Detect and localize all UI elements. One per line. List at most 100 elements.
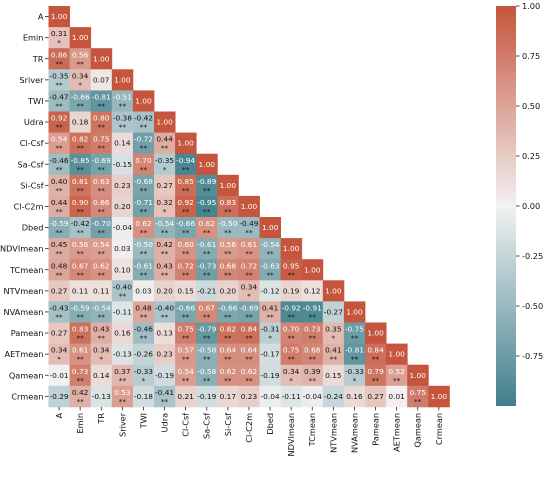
heatmap-cell: [69, 322, 92, 344]
cell-value-label: -0.95: [197, 198, 216, 207]
cell-value-label: 1.00: [241, 202, 258, 211]
cell-value-label: 0.82: [72, 135, 88, 144]
cell-value-label: -0.61: [134, 261, 153, 270]
significance-marker: **: [182, 186, 190, 195]
cell-value-label: -0.35: [155, 156, 174, 165]
significance-marker: **: [182, 334, 190, 343]
heatmap-cell: [48, 174, 70, 197]
heatmap-cell: [48, 364, 70, 387]
heatmap-cell: [69, 301, 92, 323]
colorbar-tick-label: -0.50: [522, 301, 543, 311]
significance-marker: **: [140, 334, 148, 343]
heatmap-cell: [48, 27, 70, 49]
heatmap-cell: [48, 48, 70, 70]
heatmap-cell: [175, 259, 197, 281]
significance-marker: **: [76, 397, 84, 406]
heatmap-cell: [175, 280, 197, 302]
cell-value-label: 0.70: [135, 156, 152, 165]
heatmap-cell: [343, 322, 366, 344]
cell-value-label: 0.34: [93, 346, 110, 355]
cell-value-label: -0.66: [218, 303, 237, 312]
significance-marker: **: [245, 355, 253, 364]
cell-value-label: 0.34: [72, 71, 89, 80]
significance-marker: **: [224, 270, 232, 279]
heatmap-cell: [238, 259, 260, 281]
cell-value-label: 0.27: [51, 286, 68, 295]
cell-value-label: 1.00: [283, 244, 300, 253]
colorbar-tick-label: 0.25: [522, 151, 540, 161]
cell-value-label: 0.20: [220, 286, 237, 295]
cell-value-label: -0.42: [71, 219, 90, 228]
cell-value-label: 0.63: [93, 177, 110, 186]
x-tick-label: Sa-Csf: [202, 412, 212, 439]
cell-value-label: -0.27: [324, 307, 343, 316]
heatmap-cell: [48, 195, 70, 218]
significance-marker: **: [203, 376, 211, 385]
cell-value-label: 0.18: [72, 118, 89, 127]
significance-marker: **: [245, 270, 253, 279]
cell-value-label: 0.41: [325, 346, 342, 355]
cell-value-label: -0.42: [134, 114, 153, 123]
significance-marker: **: [287, 270, 295, 279]
cell-value-label: -0.04: [303, 392, 322, 401]
cell-value-label: 0.75: [283, 346, 300, 355]
significance-marker: **: [98, 102, 106, 111]
cell-value-label: 0.56: [72, 50, 89, 59]
heatmap-cell: [175, 343, 197, 366]
significance-marker: **: [55, 144, 63, 153]
cell-value-label: 0.21: [177, 392, 194, 401]
x-tick-label: TWI: [138, 413, 148, 430]
cell-value-label: 0.43: [93, 325, 110, 334]
cell-value-label: 0.13: [156, 329, 173, 338]
cell-value-label: 1.00: [262, 223, 279, 232]
cell-value-label: 0.03: [135, 286, 152, 295]
cell-value-label: 0.68: [304, 346, 321, 355]
heatmap-cell: [90, 217, 113, 239]
significance-marker: **: [161, 397, 169, 406]
heatmap-cell: [90, 280, 113, 302]
heatmap-cell: [90, 343, 113, 366]
heatmap-cell: [132, 174, 155, 197]
y-tick-label: Sriver: [19, 75, 44, 85]
heatmap-cell: [301, 364, 324, 387]
heatmap-cell: [322, 343, 345, 366]
heatmap-cell: [132, 195, 155, 218]
heatmap-cell: [90, 132, 113, 155]
y-tick-label: TCmean: [9, 265, 43, 275]
cell-value-label: 0.56: [72, 240, 89, 249]
heatmap-cell: [48, 322, 70, 344]
heatmap-cell: [69, 195, 92, 218]
cell-value-label: -0.01: [49, 371, 68, 380]
heatmap-cell: [69, 27, 92, 49]
cell-value-label: 0.56: [220, 240, 237, 249]
significance-marker: **: [203, 270, 211, 279]
heatmap-cell: [69, 364, 92, 387]
cell-value-label: 0.62: [199, 219, 215, 228]
cell-value-label: 0.07: [93, 75, 110, 84]
heatmap-cell: [196, 301, 218, 323]
significance-marker: **: [55, 207, 63, 216]
significance-marker: **: [182, 270, 190, 279]
heatmap-cell: [69, 385, 92, 408]
significance-marker: **: [140, 228, 148, 237]
cell-value-label: 0.67: [199, 303, 216, 312]
cell-value-label: 0.75: [410, 388, 427, 397]
heatmap-cell: [132, 153, 155, 176]
cell-value-label: 0.31: [51, 29, 68, 38]
heatmap-cell: [48, 69, 70, 91]
x-tick-label: Crmean: [434, 413, 444, 445]
heatmap-cell: [238, 343, 260, 366]
heatmap-cell: [69, 90, 92, 112]
cell-value-label: 0.83: [220, 198, 237, 207]
significance-marker: **: [224, 376, 232, 385]
significance-marker: **: [245, 376, 253, 385]
y-tick-label: Pamean: [11, 328, 44, 338]
heatmap-cell: [280, 343, 303, 366]
heatmap-cell: [175, 153, 197, 176]
cell-value-label: 0.92: [51, 114, 67, 123]
cell-value-label: 0.72: [177, 261, 193, 270]
heatmap-cell: [196, 322, 218, 344]
cell-value-label: 0.35: [325, 325, 342, 334]
cell-value-label: -0.21: [197, 286, 216, 295]
heatmap-cell: [111, 195, 134, 218]
